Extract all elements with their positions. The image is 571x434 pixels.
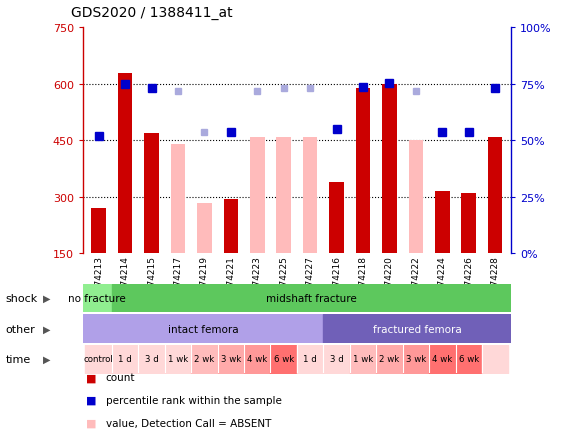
Text: intact femora: intact femora — [168, 324, 238, 334]
Bar — [356, 89, 370, 254]
Bar — [83, 284, 112, 312]
Text: 3 d: 3 d — [144, 355, 158, 364]
Bar — [171, 145, 185, 254]
Text: ▶: ▶ — [43, 324, 50, 334]
Bar — [409, 141, 423, 254]
Text: 2 wk: 2 wk — [194, 355, 215, 364]
Bar — [329, 182, 344, 254]
Text: 1 d: 1 d — [118, 355, 132, 364]
Text: percentile rank within the sample: percentile rank within the sample — [106, 395, 282, 405]
Bar — [435, 192, 449, 254]
Text: fractured femora: fractured femora — [373, 324, 461, 334]
Text: 6 wk: 6 wk — [274, 355, 294, 364]
Bar — [224, 199, 238, 254]
Bar — [323, 315, 511, 343]
Text: GDS2020 / 1388411_at: GDS2020 / 1388411_at — [71, 6, 233, 20]
Text: 3 d: 3 d — [329, 355, 343, 364]
Text: 1 wk: 1 wk — [353, 355, 373, 364]
Bar — [303, 137, 317, 254]
Text: 1 d: 1 d — [303, 355, 317, 364]
Bar — [144, 134, 159, 254]
Text: 4 wk: 4 wk — [247, 355, 267, 364]
Text: 2 wk: 2 wk — [379, 355, 400, 364]
Bar — [461, 194, 476, 254]
Text: other: other — [6, 324, 35, 334]
Text: ▶: ▶ — [43, 354, 50, 364]
Text: value, Detection Call = ABSENT: value, Detection Call = ABSENT — [106, 418, 271, 427]
Bar — [197, 203, 212, 254]
Text: ▶: ▶ — [43, 293, 50, 303]
Text: 6 wk: 6 wk — [459, 355, 479, 364]
Bar — [382, 85, 397, 254]
Text: control: control — [84, 355, 114, 364]
Text: 1 wk: 1 wk — [168, 355, 188, 364]
Bar — [83, 315, 323, 343]
Text: 3 wk: 3 wk — [221, 355, 241, 364]
Bar — [276, 137, 291, 254]
Text: midshaft fracture: midshaft fracture — [266, 293, 357, 303]
Text: no fracture: no fracture — [69, 293, 126, 303]
Text: 4 wk: 4 wk — [432, 355, 452, 364]
Text: ■: ■ — [86, 373, 96, 382]
Bar — [118, 73, 132, 254]
Text: time: time — [6, 354, 31, 364]
Text: ■: ■ — [86, 395, 96, 405]
Bar — [488, 137, 502, 254]
Bar — [250, 137, 264, 254]
Text: count: count — [106, 373, 135, 382]
Text: ■: ■ — [86, 418, 96, 427]
Text: shock: shock — [6, 293, 38, 303]
Text: 3 wk: 3 wk — [406, 355, 426, 364]
Bar — [91, 209, 106, 254]
